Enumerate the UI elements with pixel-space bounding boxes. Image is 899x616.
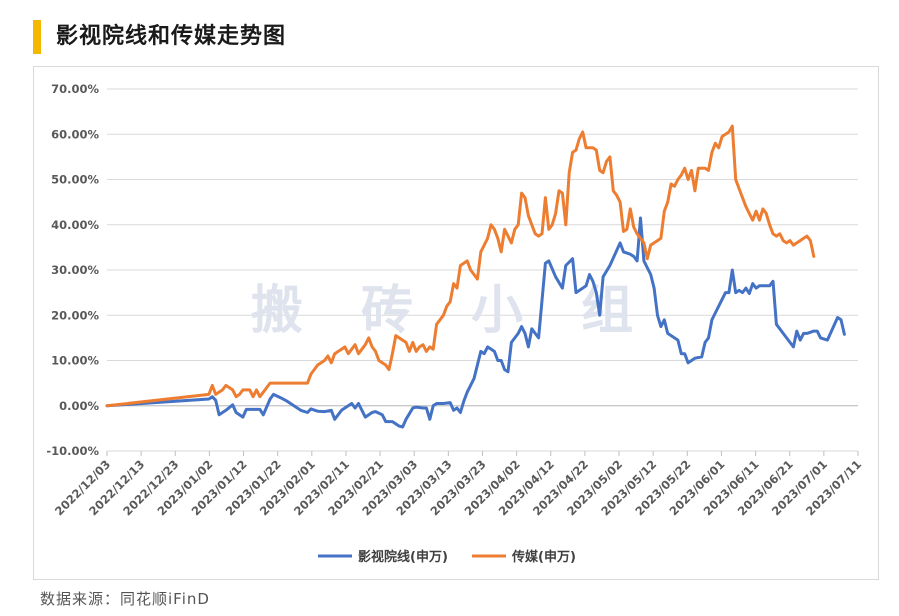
series-line-1: [105, 216, 846, 429]
y-tick-label: -10.00%: [46, 444, 99, 458]
watermark-text: 搬 砖 小 组: [251, 281, 653, 341]
series-line-2: [105, 124, 816, 408]
page-title: 影视院线和传媒走势图: [56, 24, 287, 49]
data-source-note: 数据来源：同花顺iFinD: [40, 590, 210, 608]
y-tick-label: 70.00%: [51, 82, 99, 96]
series-lines: [105, 124, 846, 429]
y-tick-label: 20.00%: [51, 308, 99, 322]
title-accent-bar: [33, 20, 41, 54]
y-tick-label: 10.00%: [51, 354, 99, 368]
y-axis-ticks: -10.00% 0.00% 10.00% 20.00% 30.00% 40.00% 50.0…: [46, 82, 99, 458]
y-tick-label: 40.00%: [51, 218, 99, 232]
chart-frame: [33, 66, 879, 580]
grid-lines: [107, 88, 858, 452]
y-tick-label: 0.00%: [59, 399, 99, 413]
legend-label: 传媒(申万): [511, 549, 576, 565]
y-tick-label: 60.00%: [51, 127, 99, 141]
y-tick-label: 30.00%: [51, 263, 99, 277]
legend: 影视院线(申万) 传媒(申万): [318, 549, 576, 565]
y-tick-label: 50.00%: [51, 173, 99, 187]
x-axis-ticks: 2022/12/032022/12/132022/12/232023/01/02…: [52, 451, 864, 518]
legend-label: 影视院线(申万): [358, 549, 448, 565]
